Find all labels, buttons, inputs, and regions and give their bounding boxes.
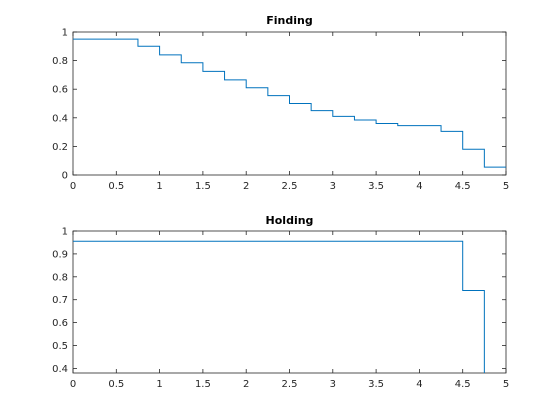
holding-y-tick-label: 0.9 xyxy=(52,249,68,260)
holding-y-tick-label: 0.8 xyxy=(52,272,68,283)
finding-x-tick-label: 1 xyxy=(156,181,162,192)
holding-y-tick-label: 1 xyxy=(62,227,68,238)
holding-y-tick-label: 0.5 xyxy=(52,341,68,352)
holding-plot-area xyxy=(72,230,507,374)
holding-x-tick-label: 3 xyxy=(330,379,336,390)
finding-title: Finding xyxy=(266,14,312,27)
holding-x-tick-label: 1 xyxy=(156,379,162,390)
finding-x-tick-label: 2 xyxy=(243,181,249,192)
holding-y-tick-label: 0.4 xyxy=(52,364,68,375)
holding-x-tick-label: 4 xyxy=(416,379,422,390)
finding-chart: Finding 0 0.5 1 1.5 2 2.5 3 3.5 4 4.5 5 0 0.2 0.4 0.6 0.… xyxy=(52,14,509,192)
finding-step-series xyxy=(73,38,506,168)
holding-x-tick-label: 0 xyxy=(70,379,76,390)
holding-x-tick-label: 0.5 xyxy=(108,379,124,390)
finding-x-tick-label: 2.5 xyxy=(282,181,298,192)
holding-x-tick-label: 3.5 xyxy=(368,379,384,390)
holding-title: Holding xyxy=(266,214,314,227)
finding-x-tick-label: 5 xyxy=(503,181,509,192)
holding-y-tick-label: 0.6 xyxy=(52,318,68,329)
finding-y-tick-label: 0.4 xyxy=(52,113,68,124)
holding-x-tick-label: 5 xyxy=(503,379,509,390)
finding-x-tick-label: 3 xyxy=(330,181,336,192)
holding-x-tick-label: 2 xyxy=(243,379,249,390)
finding-x-tick-label: 0.5 xyxy=(108,181,124,192)
finding-y-tick-label: 1 xyxy=(62,28,68,39)
holding-x-tick-label: 2.5 xyxy=(282,379,298,390)
holding-x-tick-label: 4.5 xyxy=(455,379,471,390)
holding-y-tick-label: 0.7 xyxy=(52,295,68,306)
finding-x-tick-label: 4 xyxy=(416,181,422,192)
finding-y-tick-label: 0 xyxy=(62,171,68,182)
holding-x-tick-label: 1.5 xyxy=(195,379,211,390)
holding-chart: Holding 0 0.5 1 1.5 2 2.5 3 3.5 4 4.5 5 0.4 0.5 0.6 0.7… xyxy=(52,214,509,390)
finding-x-tick-label: 0 xyxy=(70,181,76,192)
finding-y-tick-label: 0.6 xyxy=(52,85,68,96)
finding-x-tick-label: 4.5 xyxy=(455,181,471,192)
finding-y-tick-label: 0.8 xyxy=(52,56,68,67)
finding-x-tick-label: 3.5 xyxy=(368,181,384,192)
holding-step-series xyxy=(73,240,485,373)
finding-y-tick-label: 0.2 xyxy=(52,142,68,153)
finding-x-tick-label: 1.5 xyxy=(195,181,211,192)
